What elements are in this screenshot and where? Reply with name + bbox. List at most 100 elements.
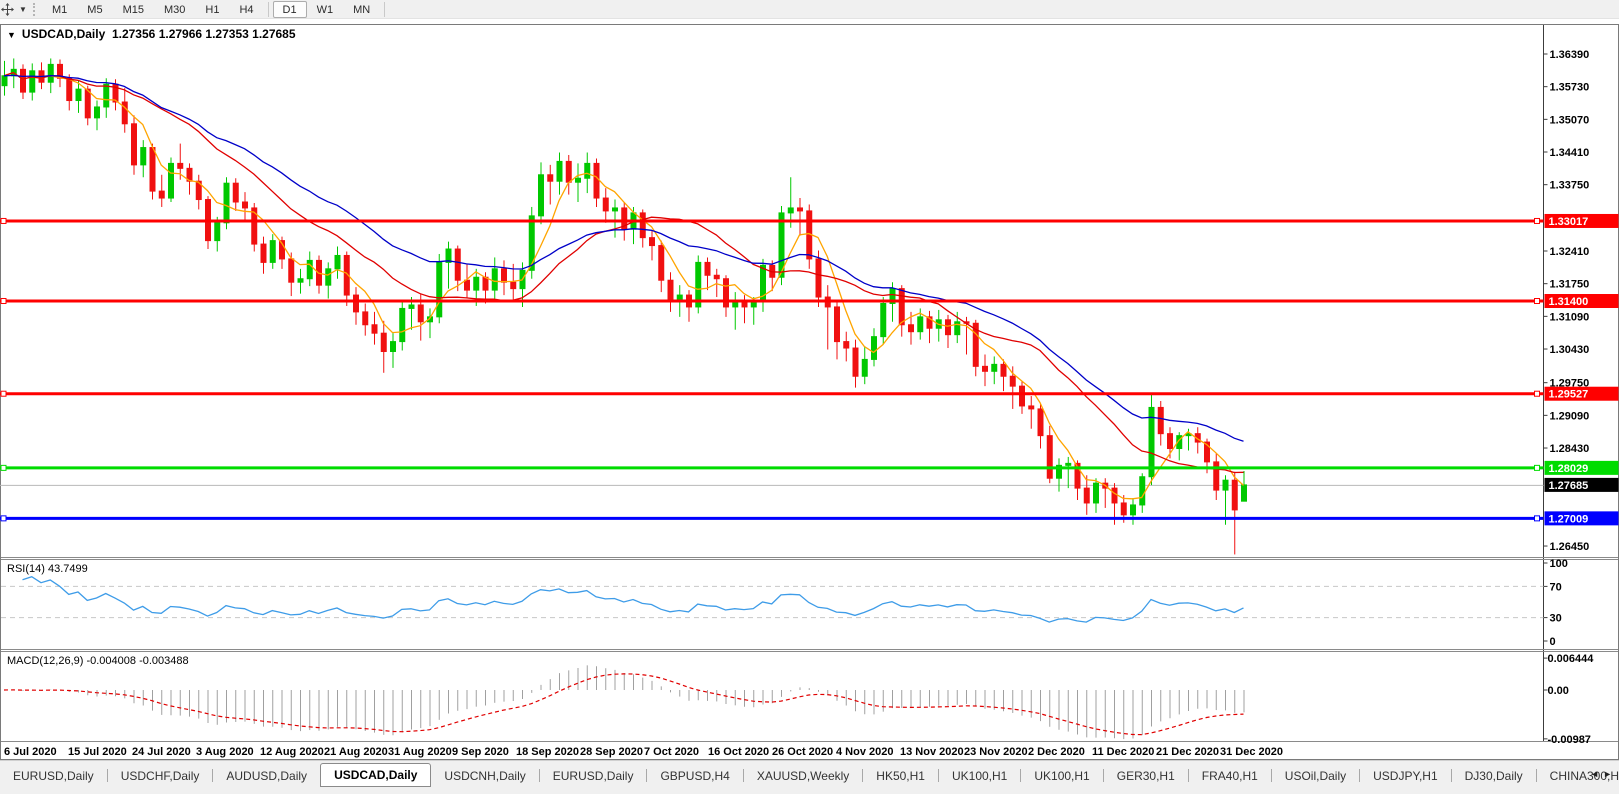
candle-body [501, 268, 507, 283]
tab-divider [862, 768, 864, 782]
candle-body [667, 279, 674, 303]
price-axis-tick-label: 1.29750 [1550, 378, 1590, 390]
chart-tab-USDCNH-Daily[interactable]: USDCNH,Daily [444, 769, 526, 783]
line-anchor-left[interactable] [0, 298, 7, 305]
line-anchor-right[interactable] [1534, 390, 1540, 397]
candle-body [343, 254, 350, 296]
chart-tab-EURUSD-Daily[interactable]: EURUSD,Daily [552, 769, 634, 783]
date-axis-label: 16 Oct 2020 [708, 746, 769, 758]
candle-body [639, 212, 646, 239]
candle-body [575, 177, 581, 183]
candle-body [47, 63, 54, 83]
line-anchor-left[interactable] [0, 390, 7, 397]
timeframe-button-W1[interactable]: W1 [316, 3, 334, 16]
candle-body [399, 307, 406, 343]
candle-body [473, 276, 480, 291]
line-anchor-left[interactable] [0, 515, 7, 522]
chart-tab-UK100-H1[interactable]: UK100,H1 [1034, 769, 1090, 783]
timeframe-button-M15[interactable]: M15 [122, 3, 144, 16]
chart-tab-DJ30-Daily[interactable]: DJ30,Daily [1464, 769, 1523, 783]
candle-body [1046, 435, 1053, 479]
chart-tab-USDCHF-Daily[interactable]: USDCHF,Daily [120, 769, 200, 783]
ma-line-ma_slow[interactable] [3, 74, 1244, 442]
candle-body [94, 106, 100, 119]
candle-body [1074, 462, 1081, 489]
timeframe-button-M5[interactable]: M5 [87, 3, 103, 16]
timeframe-button-M30[interactable]: M30 [163, 3, 186, 16]
chart-tab-GBPUSD-H4[interactable]: GBPUSD,H4 [660, 769, 730, 783]
candle-body [945, 319, 951, 336]
candle-body [1157, 406, 1164, 435]
chart-tab-USDCAD-Daily[interactable]: USDCAD,Daily [320, 763, 432, 787]
timeframe-button-D1[interactable]: D1 [272, 0, 307, 18]
candle-body [482, 276, 489, 291]
line-anchor-right[interactable] [1534, 217, 1540, 224]
candle-body [131, 123, 137, 166]
candle-body [177, 162, 184, 169]
candle-body [103, 83, 110, 108]
chart-tab-XAUUSD-Weekly[interactable]: XAUUSD,Weekly [756, 769, 850, 783]
candle-body [1139, 476, 1146, 506]
candle-body [1019, 385, 1025, 407]
candle-body [750, 301, 757, 308]
candle-body [214, 222, 221, 242]
tab-scroll-right-icon[interactable]: ► [1603, 769, 1616, 779]
line-anchor-right[interactable] [1534, 464, 1540, 471]
candle-body [1204, 441, 1210, 463]
candle-body [408, 304, 415, 309]
ma-line-ma_fast[interactable] [3, 71, 1244, 500]
line-anchor-right[interactable] [1534, 515, 1540, 522]
chart-tab-HK50-H1[interactable]: HK50,H1 [876, 769, 925, 783]
tab-divider [937, 768, 939, 782]
macd-signal-line [3, 673, 1244, 736]
ohlc-close: 1.27685 [252, 27, 296, 41]
tab-divider [646, 768, 648, 782]
rsi-line [22, 575, 1244, 623]
candle-body [1028, 405, 1035, 410]
chart-tab-USOil-Daily[interactable]: USOil,Daily [1284, 769, 1347, 783]
candle-body [658, 245, 665, 281]
candle-body [84, 88, 91, 119]
line-anchor-left[interactable] [0, 217, 7, 224]
timeframe-button-H1[interactable]: H1 [205, 3, 220, 16]
tab-scroll-left-icon[interactable]: ◄ [1590, 769, 1604, 779]
timeframe-button-MN[interactable]: MN [353, 3, 371, 16]
chart-tab-GER30-H1[interactable]: GER30,H1 [1116, 769, 1175, 783]
candle-body [195, 180, 202, 201]
rsi-axis-tick-label: 100 [1550, 558, 1568, 570]
chart-tab-EURUSD-Daily[interactable]: EURUSD,Daily [13, 769, 94, 783]
rsi-axis-tick-label: 0 [1550, 636, 1556, 648]
chart-tab-UK100-H1[interactable]: UK100,H1 [951, 769, 1008, 783]
timeframe-button-M1[interactable]: M1 [52, 3, 68, 16]
crosshair-move-tool-icon[interactable] [0, 1, 17, 18]
candle-body [325, 268, 332, 286]
macd-axis-tick-label: 0.00 [1548, 685, 1569, 697]
price-chart-canvas[interactable]: 1.33017 1.31400 1.29527 1.28029 1.27009 1.276… [0, 24, 1619, 760]
tool-dropdown-icon[interactable]: ▼ [19, 4, 27, 14]
symbol-dropdown-icon[interactable]: ▼ [7, 30, 16, 40]
candle-body [353, 294, 359, 313]
chart-tab-FRA40-H1[interactable]: FRA40,H1 [1201, 769, 1258, 783]
date-axis-label: 4 Nov 2020 [836, 746, 893, 758]
candle-body [556, 160, 563, 182]
candle-body [908, 324, 914, 333]
candle-body [1231, 479, 1238, 511]
top-toolbar: ▼ M1 M5 M15 M30 H1 H4 D1 W1 MN [0, 0, 1619, 19]
date-axis-label: 21 Aug 2020 [324, 746, 388, 758]
line-anchor-right[interactable] [1534, 298, 1540, 305]
price-label-badge [1544, 386, 1619, 401]
candle-body [390, 341, 396, 352]
toolbar-grip[interactable] [33, 2, 36, 16]
tab-divider [1535, 768, 1537, 782]
candle-body [371, 324, 378, 334]
candle-body [66, 77, 73, 102]
candle-body [362, 311, 369, 326]
candle-body [917, 316, 924, 333]
candle-body [528, 215, 535, 271]
chart-tab-USDJPY-H1[interactable]: USDJPY,H1 [1373, 769, 1438, 783]
chart-tab-AUDUSD-Daily[interactable]: AUDUSD,Daily [226, 769, 308, 783]
timeframe-button-H4[interactable]: H4 [239, 3, 254, 16]
chart-tab-CHINA300-H1[interactable]: CHINA300,H1 [1549, 769, 1619, 783]
line-anchor-left[interactable] [0, 464, 7, 471]
ma-line-ma_mid[interactable] [3, 71, 1244, 474]
